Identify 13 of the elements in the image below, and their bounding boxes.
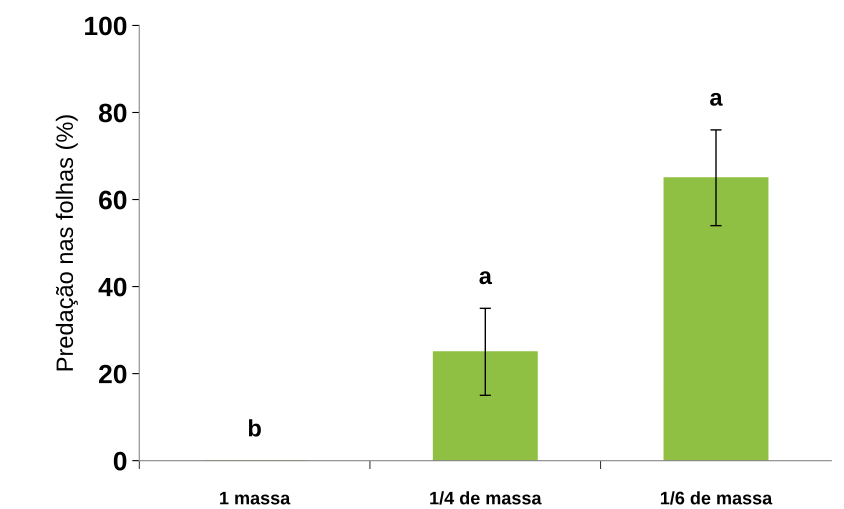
y-tick-label: 100 (85, 16, 126, 36)
x-tick-label: 1/6 de massa (660, 491, 772, 505)
y-tick-label: 40 (98, 278, 126, 296)
y-tick-label: 20 (99, 364, 126, 384)
y-tick-label: 80 (98, 104, 126, 122)
annotation: b (248, 419, 261, 437)
y-tick-label: 60 (99, 190, 126, 210)
y-axis-title: Predação nas folhas (%) (56, 115, 78, 370)
annotation: a (710, 92, 723, 106)
annotation: a (479, 271, 492, 284)
x-tick-label: 1 massa (220, 492, 290, 504)
y-tick-label: 0 (114, 452, 126, 470)
x-tick-label: 1/4 de massa (430, 491, 542, 505)
